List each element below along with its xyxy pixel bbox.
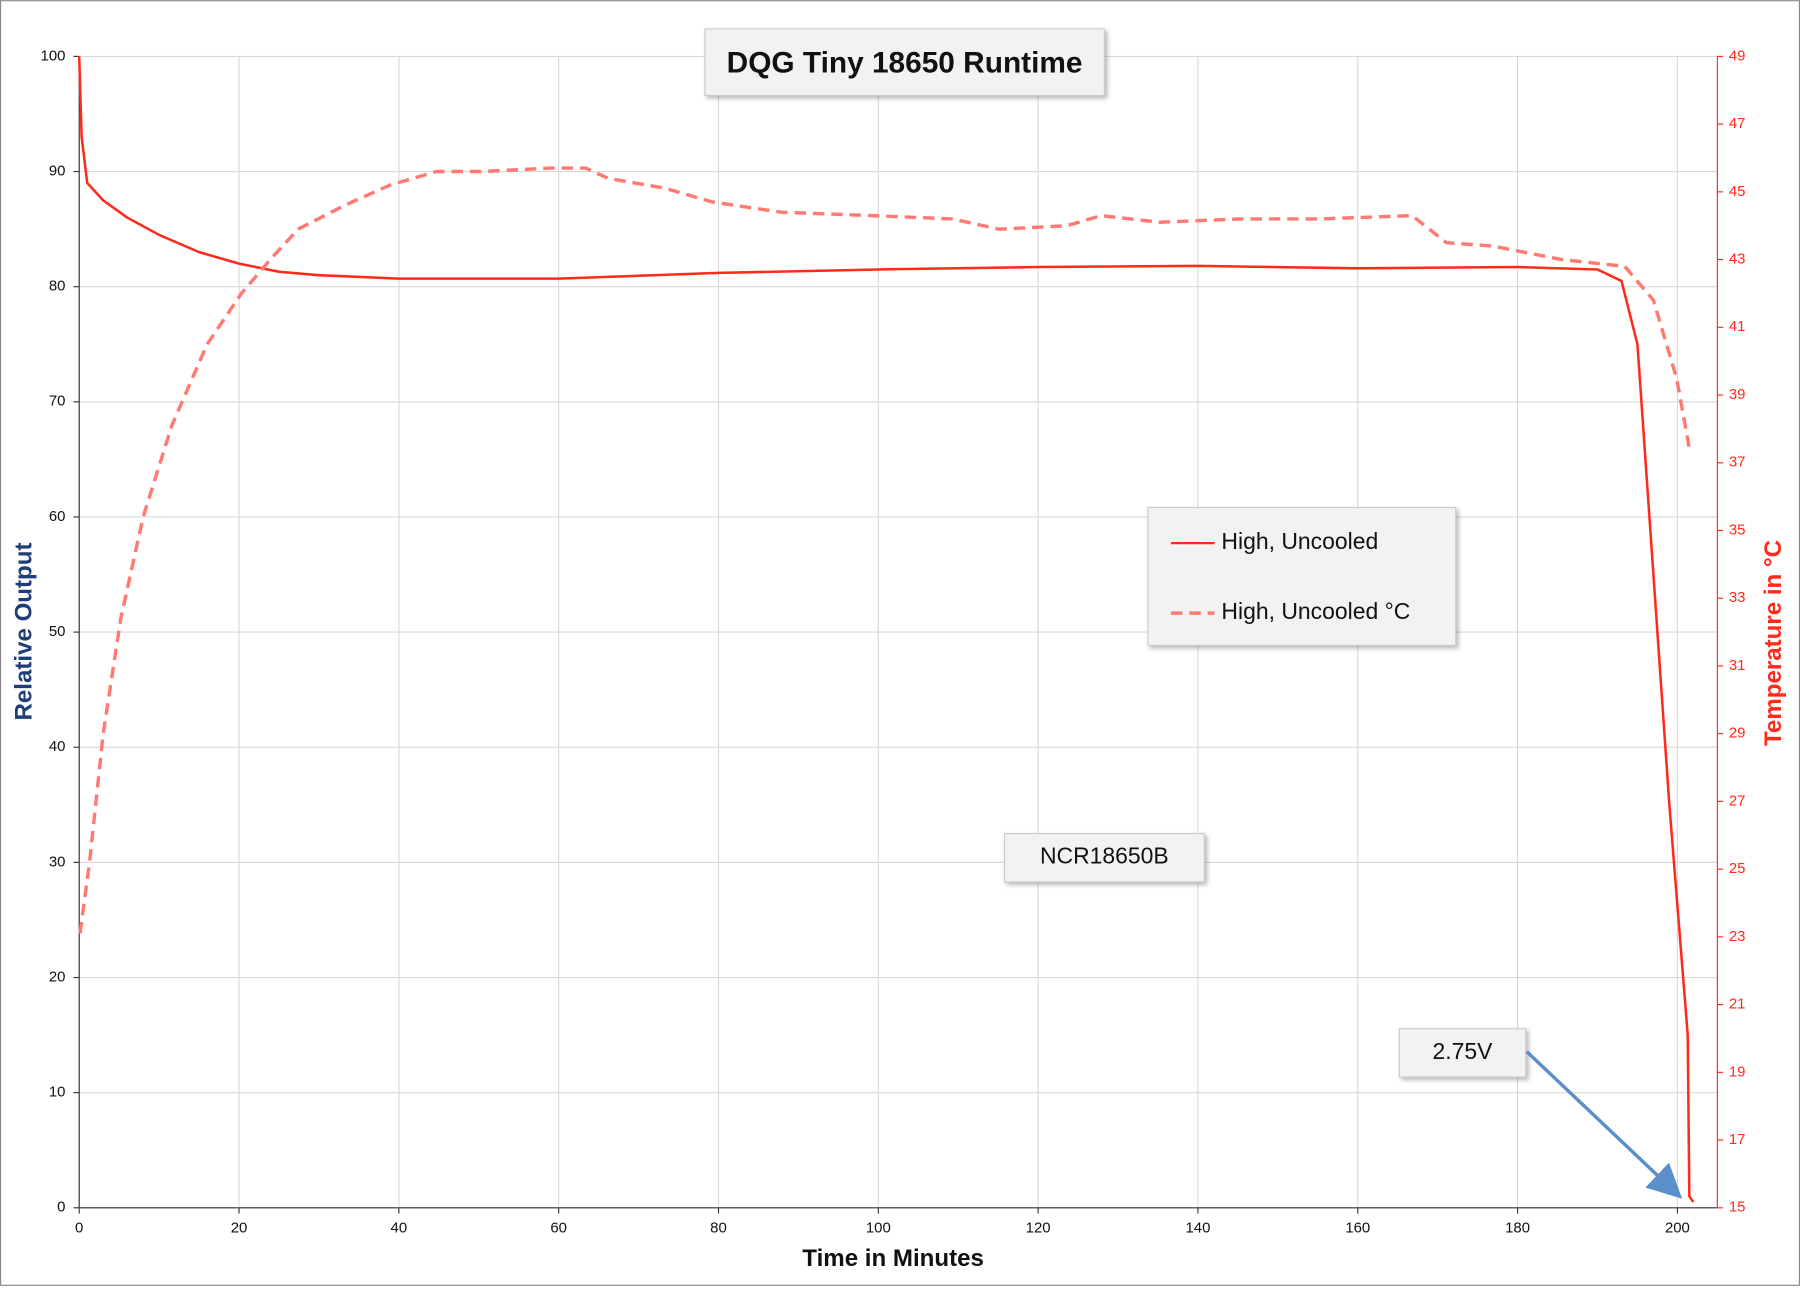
annotation: 2.75V (1398, 1028, 1527, 1078)
y2-tick-label: 35 (1729, 521, 1746, 538)
y2-tick-label: 15 (1729, 1199, 1746, 1216)
x-tick-label: 120 (1026, 1219, 1051, 1236)
y2-tick-label: 23 (1729, 928, 1746, 945)
y2-tick-label: 27 (1729, 792, 1746, 809)
y2-tick-label: 47 (1729, 115, 1746, 132)
y-tick-label: 70 (49, 393, 66, 410)
y2-axis-label: Temperature in °C (1760, 540, 1787, 746)
y-tick-label: 80 (49, 278, 66, 295)
plot (77, 56, 1695, 1203)
legend-box (1147, 506, 1457, 646)
y-tick-label: 90 (49, 162, 66, 179)
series-line (77, 56, 1695, 1203)
y2-tick-label: 33 (1729, 589, 1746, 606)
x-tick-label: 160 (1345, 1219, 1370, 1236)
title-background (704, 28, 1105, 96)
y2-tick-label: 37 (1729, 454, 1746, 471)
y-tick-label: 50 (49, 623, 66, 640)
y-tick-label: 0 (57, 1199, 65, 1216)
x-tick-label: 60 (550, 1219, 567, 1236)
y-tick-label: 40 (49, 738, 66, 755)
y2-tick-label: 43 (1729, 251, 1746, 268)
y2-tick-label: 21 (1729, 996, 1746, 1013)
annotation-text: 2.75V (1433, 1038, 1494, 1064)
x-axis-label: Time in Minutes (802, 1245, 984, 1272)
series-line (78, 166, 1692, 934)
y2-tick-label: 45 (1729, 183, 1746, 200)
x-tick-label: 180 (1505, 1219, 1530, 1236)
y2-tick-label: 25 (1729, 860, 1746, 877)
y2-tick-label: 39 (1729, 386, 1746, 403)
y-tick-label: 60 (49, 508, 66, 525)
y2-tick-label: 17 (1729, 1131, 1746, 1148)
y2-tick-label: 19 (1729, 1063, 1746, 1080)
annotation-box (1003, 832, 1205, 883)
x-tick-label: 0 (75, 1219, 83, 1236)
y2-tick-label: 49 (1729, 47, 1746, 64)
annotation-arrow (1525, 1050, 1683, 1199)
y2-tick-label: 31 (1729, 657, 1746, 674)
x-tick-label: 100 (866, 1219, 891, 1236)
x-tick-label: 80 (710, 1219, 727, 1236)
y-tick-label: 100 (41, 47, 66, 64)
y-tick-label: 30 (49, 853, 66, 870)
x-tick-label: 200 (1665, 1219, 1690, 1236)
y2-tick-label: 41 (1729, 318, 1746, 335)
annotation-text: NCR18650B (1040, 843, 1169, 869)
annotation: NCR18650B (1003, 832, 1205, 883)
legend-label: High, Uncooled (1221, 528, 1378, 554)
x-tick-label: 40 (391, 1219, 408, 1236)
x-tick-label: 20 (231, 1219, 248, 1236)
y-axis-label: Relative Output (11, 542, 38, 720)
legend-label: High, Uncooled °C (1221, 598, 1410, 624)
annotation-box (1398, 1028, 1527, 1078)
y-tick-label: 20 (49, 968, 66, 985)
y-tick-label: 10 (49, 1084, 66, 1101)
x-tick-label: 140 (1185, 1219, 1210, 1236)
y2-tick-label: 29 (1729, 725, 1746, 742)
legend: High, Uncooled High, Uncooled °C (1147, 506, 1457, 646)
chart-title: DQG Tiny 18650 Runtime (727, 46, 1083, 79)
title-box: DQG Tiny 18650 Runtime (704, 28, 1105, 96)
